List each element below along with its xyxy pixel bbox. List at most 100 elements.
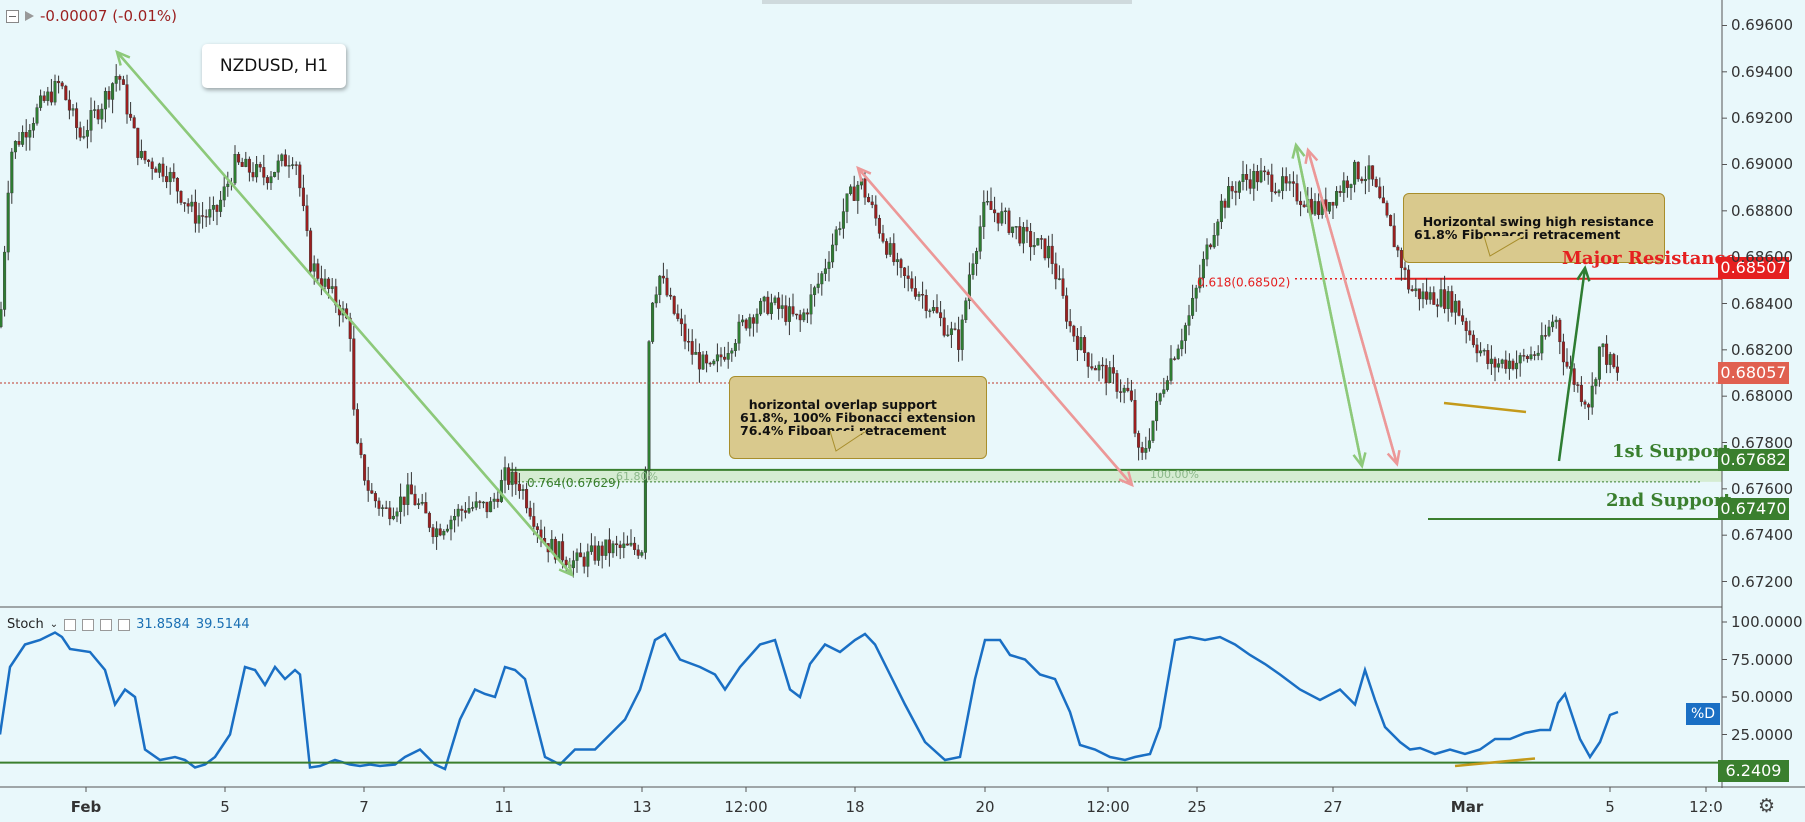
candle-up	[769, 302, 773, 314]
callout-tail	[830, 431, 867, 452]
candle-up	[1608, 354, 1612, 365]
candle-up	[982, 201, 986, 227]
red-arrow-up-head-head	[856, 165, 872, 182]
candle-down	[298, 164, 302, 189]
candle-down	[370, 490, 374, 494]
candle-up	[269, 176, 273, 184]
candle-down	[679, 318, 683, 325]
candle-down	[1345, 180, 1349, 188]
candle-up	[741, 319, 745, 323]
candle-down	[564, 559, 568, 566]
candle-down	[582, 556, 586, 567]
candle-down	[1284, 176, 1288, 184]
plus-icon[interactable]	[100, 618, 113, 631]
stoch-d-tag[interactable]: %D	[1686, 703, 1720, 725]
callout-tail	[1484, 236, 1524, 257]
candle-down	[1504, 359, 1508, 369]
candle-up	[233, 154, 237, 184]
annotation-support-text: horizontal overlap support 61.8%, 100% F…	[740, 397, 976, 438]
symbol-label[interactable]: NZDUSD, H1	[202, 44, 346, 88]
candle-down	[431, 527, 435, 538]
candle-down	[49, 91, 53, 103]
candle-up	[1489, 358, 1493, 364]
candle-up	[312, 263, 316, 272]
candle-down	[136, 127, 140, 158]
stoch-level-tag: 6.2409	[1718, 760, 1789, 782]
header-bar: -0.00007 (-0.01%)	[6, 7, 177, 25]
candle-down	[1291, 181, 1295, 184]
candle-up	[21, 131, 25, 145]
stoch-label[interactable]: Stoch	[7, 617, 44, 632]
fib-618-label: 0.618(0.68502)	[1197, 276, 1290, 290]
candle-up	[1165, 380, 1169, 390]
candle-up	[809, 294, 813, 315]
candle-up	[1551, 321, 1555, 328]
current-price-tag: 0.68057	[1718, 362, 1789, 384]
candle-down	[240, 161, 244, 167]
candle-up	[474, 501, 478, 508]
time-tick-label: 12:0	[1689, 798, 1723, 816]
candle-down	[316, 263, 320, 279]
eye-icon[interactable]	[64, 618, 77, 631]
candle-down	[525, 489, 529, 509]
candle-down	[1425, 291, 1429, 300]
candle-down	[57, 80, 61, 84]
candle-up	[219, 199, 223, 212]
candle-up	[949, 328, 953, 335]
stoch-k-value: 31.8584	[136, 617, 190, 632]
collapse-icon[interactable]	[6, 9, 19, 23]
candle-down	[1558, 319, 1562, 343]
candle-down	[1587, 404, 1591, 408]
candle-down	[1101, 364, 1105, 367]
annotation-resistance[interactable]: Horizontal swing high resistance 61.8% F…	[1403, 193, 1665, 263]
candle-up	[489, 501, 493, 513]
candle-up	[640, 552, 644, 556]
candle-down	[1407, 269, 1411, 290]
candle-down	[352, 338, 356, 410]
stoch-tick-label: 100.0000	[1731, 613, 1803, 631]
candle-up	[1601, 343, 1605, 348]
red-arrow-b-head	[1306, 149, 1399, 465]
candle-down	[777, 297, 781, 309]
candle-up	[1201, 258, 1205, 279]
candle-down	[1302, 204, 1306, 208]
candle-down	[1299, 200, 1303, 206]
price-tick-label: 0.68200	[1731, 340, 1794, 359]
chevron-down-icon[interactable]: ⌄	[49, 619, 59, 630]
candle-down	[172, 171, 176, 179]
gear-icon[interactable]: ⚙	[1758, 795, 1776, 817]
time-tick-label: 5	[220, 798, 230, 816]
candle-up	[964, 300, 968, 321]
candle-up	[273, 171, 277, 177]
candle-down	[258, 164, 262, 168]
price-tick-label: 0.68400	[1731, 294, 1794, 313]
candle-down	[1371, 165, 1375, 180]
annotation-support[interactable]: horizontal overlap support 61.8%, 100% F…	[729, 376, 987, 459]
candle-down	[1018, 226, 1022, 244]
candle-down	[683, 323, 687, 342]
candle-up	[255, 164, 259, 178]
settings-icon[interactable]	[82, 618, 95, 631]
candle-up	[1342, 180, 1346, 193]
candle-down	[633, 542, 637, 550]
more-icon[interactable]	[118, 618, 131, 631]
candle-down	[251, 172, 255, 178]
price-tick-label: 0.67200	[1731, 572, 1794, 591]
second-support-price-tag: 0.67470	[1718, 498, 1789, 520]
candle-down	[1396, 246, 1400, 251]
candle-down	[1270, 174, 1274, 192]
candle-up	[381, 507, 385, 509]
time-tick-label: 7	[359, 798, 369, 816]
candle-down	[867, 197, 871, 203]
flag-icon[interactable]	[25, 11, 34, 21]
candle-down	[1561, 341, 1565, 363]
candle-down	[478, 501, 482, 503]
candle-up	[456, 508, 460, 517]
green-arrow-up-head	[116, 51, 573, 576]
candle-down	[1093, 368, 1097, 371]
candle-up	[420, 502, 424, 504]
candle-down	[1475, 344, 1479, 354]
candle-up	[1327, 202, 1331, 212]
candle-down	[186, 203, 190, 207]
candle-up	[100, 108, 104, 120]
